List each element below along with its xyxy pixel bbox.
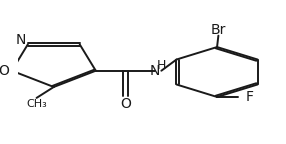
- Text: CH₃: CH₃: [26, 99, 47, 109]
- Text: N: N: [150, 64, 160, 78]
- Text: Br: Br: [211, 23, 226, 37]
- Text: H: H: [157, 58, 166, 72]
- Text: O: O: [120, 96, 131, 110]
- Text: N: N: [16, 33, 26, 47]
- Text: O: O: [0, 64, 9, 78]
- Text: F: F: [245, 90, 253, 104]
